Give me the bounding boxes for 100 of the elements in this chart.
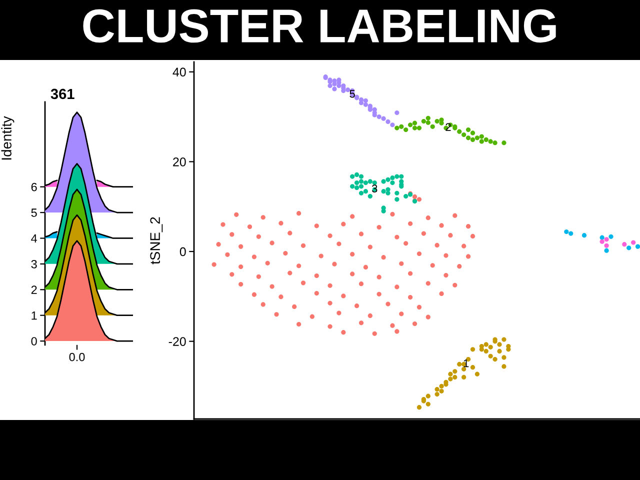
point <box>358 320 364 326</box>
point <box>492 140 498 146</box>
point <box>462 132 466 138</box>
point <box>368 179 372 184</box>
point <box>568 231 574 236</box>
point <box>434 118 440 124</box>
y-axis-title: Identity <box>1 116 14 160</box>
point <box>260 215 266 220</box>
point <box>256 274 261 279</box>
point <box>434 387 440 392</box>
point <box>376 114 382 120</box>
point <box>332 262 337 266</box>
point <box>220 222 226 227</box>
point <box>216 242 221 247</box>
point <box>434 392 440 397</box>
point <box>412 321 418 326</box>
point <box>426 402 430 406</box>
point <box>238 244 244 249</box>
point <box>394 329 400 334</box>
point <box>238 264 244 270</box>
point <box>372 331 377 336</box>
point <box>484 348 488 354</box>
point <box>300 243 306 248</box>
y-tick-label: 5 <box>31 208 37 217</box>
point <box>404 128 408 132</box>
point <box>363 180 368 186</box>
point <box>386 119 390 124</box>
point <box>278 294 284 300</box>
point <box>252 254 257 260</box>
point <box>296 264 302 268</box>
point <box>631 240 636 245</box>
point <box>608 234 614 239</box>
point <box>626 246 632 250</box>
point <box>408 295 413 300</box>
point <box>318 254 324 258</box>
point <box>265 260 270 266</box>
point <box>444 273 448 278</box>
point <box>341 330 346 335</box>
point <box>488 344 493 350</box>
point <box>283 250 288 256</box>
point <box>394 174 400 179</box>
point <box>416 197 422 202</box>
point <box>488 354 493 358</box>
point <box>466 254 471 259</box>
point <box>381 179 386 184</box>
point <box>296 211 302 216</box>
point <box>426 120 430 125</box>
y-tick-label: 20 <box>173 157 186 166</box>
series-label: 1 <box>464 359 469 368</box>
point <box>408 122 413 128</box>
point <box>426 281 430 286</box>
point <box>328 324 332 329</box>
point <box>470 347 476 352</box>
point <box>470 137 476 142</box>
y-tick-label: 4 <box>31 234 38 243</box>
point <box>466 224 471 229</box>
point <box>474 136 480 140</box>
point <box>470 234 476 239</box>
point <box>300 280 306 286</box>
point <box>381 255 386 260</box>
point <box>234 212 239 217</box>
point <box>444 253 448 258</box>
point <box>292 304 297 310</box>
point <box>416 304 422 310</box>
point <box>604 237 609 242</box>
point <box>238 282 244 287</box>
point <box>564 229 569 234</box>
y-tick-label: 2 <box>31 286 37 294</box>
point <box>604 248 609 253</box>
point <box>457 362 462 367</box>
point <box>368 313 372 318</box>
point <box>390 122 395 128</box>
point <box>448 376 453 382</box>
point <box>502 337 506 342</box>
point <box>386 302 390 306</box>
point <box>328 283 332 288</box>
point <box>394 110 400 116</box>
point <box>390 176 395 180</box>
point <box>314 273 319 278</box>
point <box>492 356 498 362</box>
point <box>412 120 418 126</box>
y-tick-label: 0 <box>31 337 37 346</box>
point <box>426 116 430 120</box>
y-tick-label: 3 <box>31 260 37 268</box>
point <box>434 242 440 248</box>
point <box>230 272 234 277</box>
point <box>502 355 506 360</box>
point <box>448 233 453 238</box>
point <box>310 314 314 319</box>
point <box>466 128 471 132</box>
point <box>341 222 346 226</box>
point <box>354 304 360 308</box>
point <box>479 139 484 144</box>
point <box>412 126 418 130</box>
point <box>350 272 355 276</box>
y-axis-title: tSNE_2 <box>150 217 163 264</box>
point <box>376 274 382 280</box>
point <box>381 116 386 121</box>
point <box>502 140 506 146</box>
point <box>430 263 435 268</box>
